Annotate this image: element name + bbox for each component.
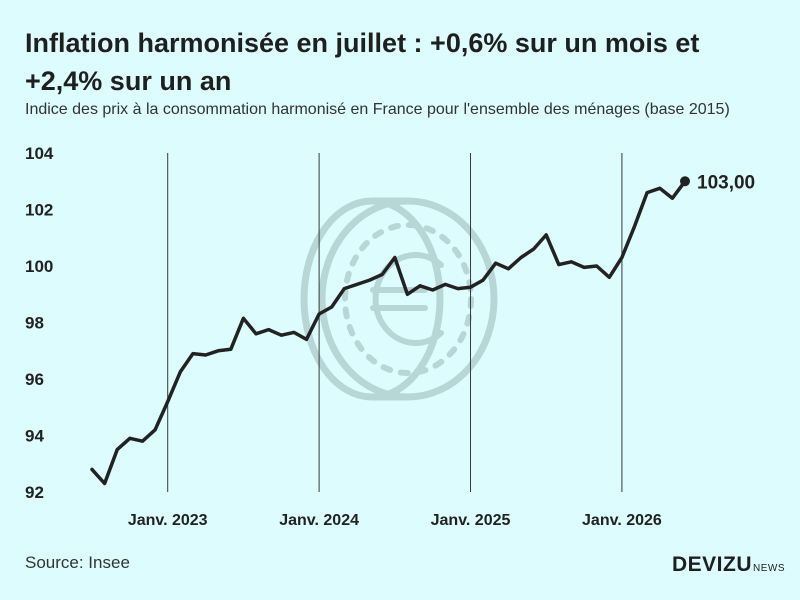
brand-suffix: NEWS	[753, 563, 786, 574]
brand-logo: DEVIZUNEWS	[672, 553, 785, 577]
y-tick-label: 102	[25, 201, 53, 220]
x-axis-ticks: Janv. 2023 Janv. 2024 Janv. 2025 Janv. 2026	[128, 512, 662, 529]
series-line	[90, 179, 687, 486]
x-tick-label: Janv. 2024	[279, 512, 359, 529]
last-point-marker	[680, 176, 690, 187]
chart-subtitle: Indice des prix à la consommation harmon…	[25, 101, 730, 118]
y-axis-ticks: 92 94 96 98 100 102 104	[25, 144, 54, 502]
coin-dotted-ring	[342, 222, 474, 376]
y-tick-label: 96	[25, 370, 44, 389]
x-tick-label: Janv. 2026	[582, 512, 662, 529]
euro-symbol-arc	[372, 252, 444, 346]
x-tick-label: Janv. 2023	[128, 512, 208, 529]
last-value-label: 103,00	[697, 172, 755, 193]
euro-coin-icon	[300, 197, 498, 401]
source-note: Source: Insee	[25, 553, 130, 572]
coin-face	[318, 197, 498, 401]
y-tick-label: 100	[25, 257, 53, 276]
chart-title: Inflation harmonisée en juillet : +0,6% …	[25, 28, 700, 96]
y-tick-label: 94	[25, 427, 44, 446]
y-tick-label: 104	[25, 144, 54, 163]
y-tick-label: 92	[25, 483, 44, 502]
y-tick-label: 98	[25, 314, 44, 333]
vertical-gridlines	[167, 153, 623, 492]
brand-name: DEVIZU	[672, 553, 753, 576]
x-tick-label: Janv. 2025	[431, 512, 511, 529]
